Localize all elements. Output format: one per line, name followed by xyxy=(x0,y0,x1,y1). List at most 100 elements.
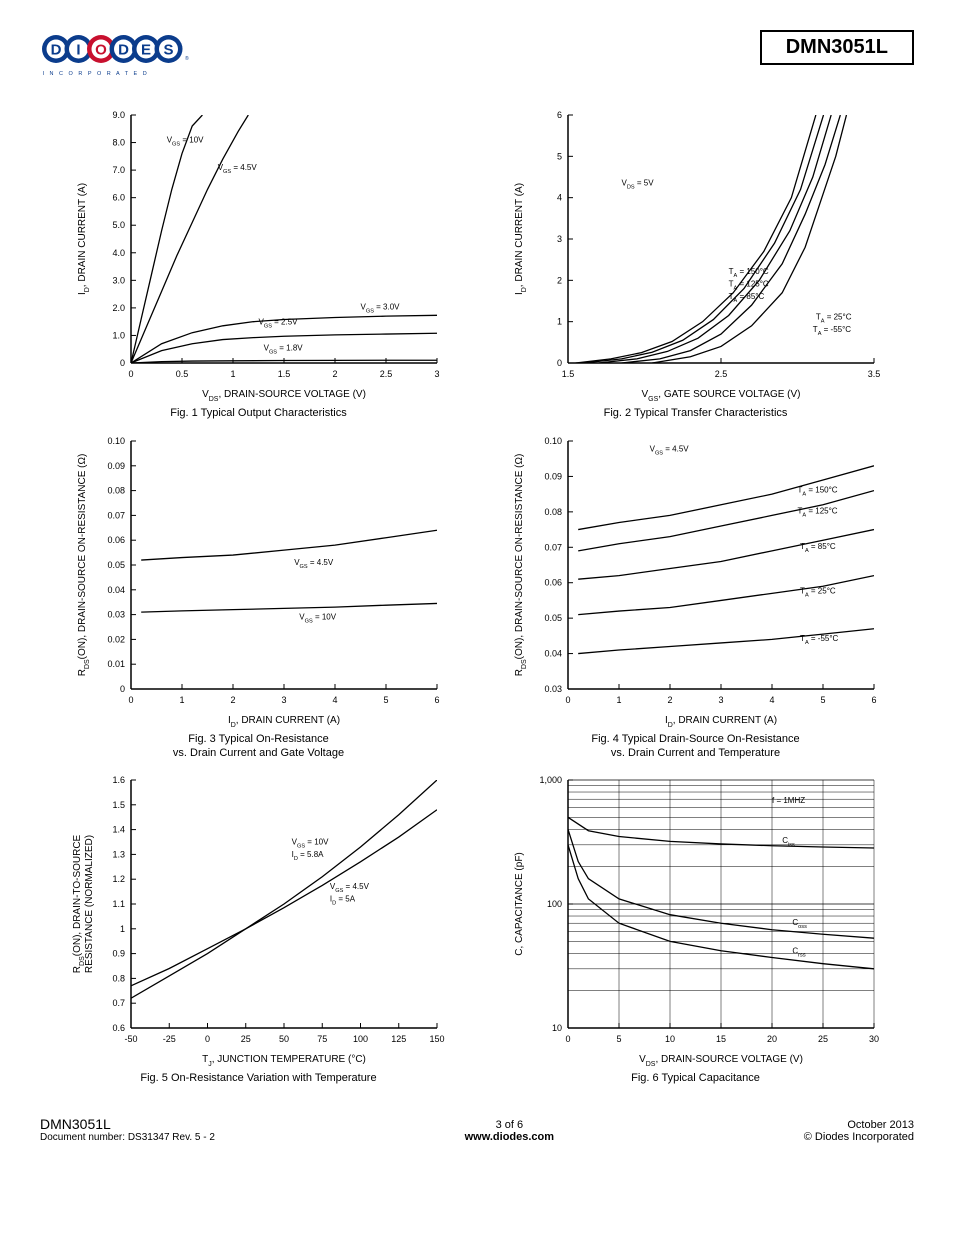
footer-doc: Document number: DS31347 Rev. 5 - 2 xyxy=(40,1132,215,1143)
svg-text:I: I xyxy=(76,42,80,59)
svg-text:0.01: 0.01 xyxy=(107,659,125,669)
fig3-caption: Fig. 3 Typical On-Resistancevs. Drain Cu… xyxy=(173,733,344,761)
svg-text:7.0: 7.0 xyxy=(112,165,125,175)
svg-text:4: 4 xyxy=(332,695,337,705)
svg-text:1.1: 1.1 xyxy=(112,899,125,909)
svg-text:1.5: 1.5 xyxy=(277,369,290,379)
svg-text:30: 30 xyxy=(868,1034,878,1044)
svg-text:RESISTANCE (NORMALIZED): RESISTANCE (NORMALIZED) xyxy=(84,835,95,973)
part-number-box: DMN3051L xyxy=(760,30,914,65)
svg-text:1: 1 xyxy=(119,924,124,934)
footer: DMN3051L Document number: DS31347 Rev. 5… xyxy=(40,1116,914,1143)
footer-date: October 2013 xyxy=(804,1119,914,1131)
fig2-caption: Fig. 2 Typical Transfer Characteristics xyxy=(604,407,788,421)
svg-text:25: 25 xyxy=(240,1034,250,1044)
svg-text:6: 6 xyxy=(871,695,876,705)
fig1-cell: 00.511.522.5301.02.03.04.05.06.07.08.09.… xyxy=(60,105,457,421)
svg-text:O: O xyxy=(95,42,107,59)
svg-text:0.5: 0.5 xyxy=(175,369,188,379)
svg-text:0.06: 0.06 xyxy=(107,535,125,545)
svg-text:25: 25 xyxy=(817,1034,827,1044)
footer-page: 3 of 6 xyxy=(465,1119,554,1131)
svg-text:5: 5 xyxy=(616,1034,621,1044)
fig4-caption: Fig. 4 Typical Drain-Source On-Resistanc… xyxy=(591,733,799,761)
svg-text:I N C O R P O R A T: I N C O R P O R A T E D xyxy=(43,71,149,77)
footer-part: DMN3051L xyxy=(40,1116,215,1132)
svg-text:2.5: 2.5 xyxy=(714,369,727,379)
svg-text:D: D xyxy=(51,42,62,59)
svg-text:VGS = 4.5V: VGS = 4.5V xyxy=(217,163,257,175)
svg-text:Coss: Coss xyxy=(792,918,807,930)
svg-text:0: 0 xyxy=(565,1034,570,1044)
svg-text:3.5: 3.5 xyxy=(867,369,880,379)
footer-left: DMN3051L Document number: DS31347 Rev. 5… xyxy=(40,1116,215,1143)
svg-text:2: 2 xyxy=(556,275,561,285)
svg-text:5: 5 xyxy=(820,695,825,705)
svg-text:2: 2 xyxy=(332,369,337,379)
svg-text:10: 10 xyxy=(551,1023,561,1033)
svg-text:100: 100 xyxy=(546,899,561,909)
svg-text:10: 10 xyxy=(664,1034,674,1044)
svg-text:1,000: 1,000 xyxy=(539,775,562,785)
svg-text:2.5: 2.5 xyxy=(379,369,392,379)
svg-text:5.0: 5.0 xyxy=(112,220,125,230)
svg-text:TA = 150°C: TA = 150°C xyxy=(797,485,837,497)
svg-text:0.08: 0.08 xyxy=(107,485,125,495)
fig3-chart: 012345600.010.020.030.040.050.060.070.08… xyxy=(69,431,449,731)
svg-text:ID = 5.8A: ID = 5.8A xyxy=(291,850,324,862)
svg-text:0.03: 0.03 xyxy=(544,684,562,694)
svg-text:0.6: 0.6 xyxy=(112,1023,125,1033)
svg-text:0: 0 xyxy=(128,695,133,705)
svg-text:VGS, GATE SOURCE VOLTAGE (V): VGS, GATE SOURCE VOLTAGE (V) xyxy=(641,389,800,403)
svg-text:6: 6 xyxy=(434,695,439,705)
svg-text:150: 150 xyxy=(429,1034,444,1044)
svg-text:0.9: 0.9 xyxy=(112,949,125,959)
svg-text:1.0: 1.0 xyxy=(112,330,125,340)
fig6-caption: Fig. 6 Typical Capacitance xyxy=(631,1072,760,1086)
svg-text:4: 4 xyxy=(769,695,774,705)
svg-text:TA = 25°C: TA = 25°C xyxy=(815,313,851,325)
svg-text:20: 20 xyxy=(766,1034,776,1044)
svg-text:ID, DRAIN CURRENT (A): ID, DRAIN CURRENT (A) xyxy=(664,715,776,729)
svg-text:5: 5 xyxy=(556,151,561,161)
svg-text:0.10: 0.10 xyxy=(544,436,562,446)
svg-text:3: 3 xyxy=(434,369,439,379)
svg-text:8.0: 8.0 xyxy=(112,138,125,148)
svg-text:ID, DRAIN CURRENT (A): ID, DRAIN CURRENT (A) xyxy=(77,183,91,295)
svg-text:0: 0 xyxy=(204,1034,209,1044)
svg-text:C, CAPACITANCE (pF): C, CAPACITANCE (pF) xyxy=(514,852,525,956)
svg-text:0.03: 0.03 xyxy=(107,609,125,619)
footer-center: 3 of 6 www.diodes.com xyxy=(465,1119,554,1143)
svg-text:1.4: 1.4 xyxy=(112,825,125,835)
svg-text:6.0: 6.0 xyxy=(112,193,125,203)
svg-text:TA = 85°C: TA = 85°C xyxy=(728,292,764,304)
svg-text:f = 1MHZ: f = 1MHZ xyxy=(772,796,805,805)
svg-text:0.10: 0.10 xyxy=(107,436,125,446)
part-number: DMN3051L xyxy=(786,36,888,58)
svg-text:Crss: Crss xyxy=(792,947,805,959)
svg-text:-50: -50 xyxy=(124,1034,137,1044)
svg-text:VDS, DRAIN-SOURCE VOLTAGE (V): VDS, DRAIN-SOURCE VOLTAGE (V) xyxy=(202,389,366,403)
svg-text:TA = -55°C: TA = -55°C xyxy=(812,325,851,337)
svg-text:1: 1 xyxy=(556,317,561,327)
fig2-chart: 1.52.53.50123456VDS = 5VTA = 150°CTA = 1… xyxy=(506,105,886,405)
svg-text:0.09: 0.09 xyxy=(544,471,562,481)
svg-text:0.09: 0.09 xyxy=(107,461,125,471)
svg-text:VGS = 10V: VGS = 10V xyxy=(299,612,336,624)
svg-text:100: 100 xyxy=(352,1034,367,1044)
svg-text:9.0: 9.0 xyxy=(112,110,125,120)
svg-text:1: 1 xyxy=(179,695,184,705)
svg-text:ID = 5A: ID = 5A xyxy=(329,895,355,907)
svg-text:VGS = 1.8V: VGS = 1.8V xyxy=(263,344,303,356)
footer-right: October 2013 © Diodes Incorporated xyxy=(804,1119,914,1143)
fig4-cell: 01234560.030.040.050.060.070.080.090.10V… xyxy=(497,431,894,761)
svg-text:3.0: 3.0 xyxy=(112,275,125,285)
fig1-caption: Fig. 1 Typical Output Characteristics xyxy=(170,407,346,421)
svg-text:6: 6 xyxy=(556,110,561,120)
svg-text:15: 15 xyxy=(715,1034,725,1044)
svg-text:0.08: 0.08 xyxy=(544,507,562,517)
footer-url: www.diodes.com xyxy=(465,1131,554,1143)
fig5-cell: -50-2502550751001251500.60.70.80.911.11.… xyxy=(60,770,457,1086)
svg-text:VGS = 4.5V: VGS = 4.5V xyxy=(329,882,369,894)
svg-text:0.06: 0.06 xyxy=(544,577,562,587)
